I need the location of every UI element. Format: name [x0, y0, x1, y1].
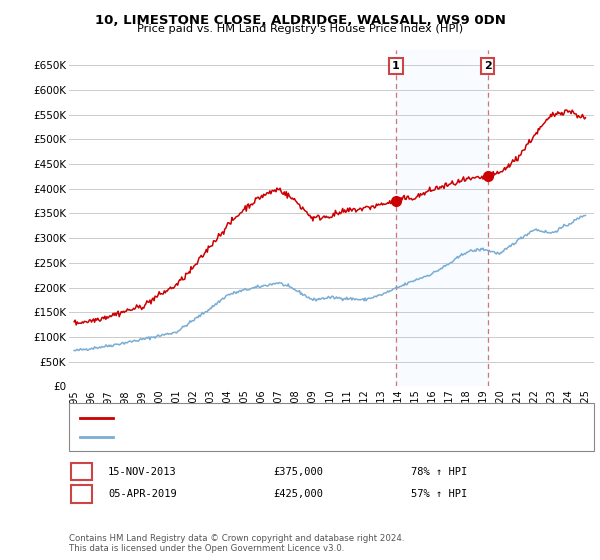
Text: 05-APR-2019: 05-APR-2019 [108, 489, 177, 499]
Text: HPI: Average price, detached house, Walsall: HPI: Average price, detached house, Wals… [120, 432, 340, 442]
Text: 10, LIMESTONE CLOSE, ALDRIDGE, WALSALL, WS9 0DN (detached house): 10, LIMESTONE CLOSE, ALDRIDGE, WALSALL, … [120, 413, 486, 423]
Text: 57% ↑ HPI: 57% ↑ HPI [411, 489, 467, 499]
Text: 15-NOV-2013: 15-NOV-2013 [108, 466, 177, 477]
Text: 2: 2 [78, 489, 85, 499]
Text: £425,000: £425,000 [273, 489, 323, 499]
Text: 1: 1 [392, 61, 400, 71]
Text: Price paid vs. HM Land Registry's House Price Index (HPI): Price paid vs. HM Land Registry's House … [137, 24, 463, 34]
Bar [396, 50, 488, 386]
Text: 2: 2 [484, 61, 491, 71]
Text: 10, LIMESTONE CLOSE, ALDRIDGE, WALSALL, WS9 0DN: 10, LIMESTONE CLOSE, ALDRIDGE, WALSALL, … [95, 14, 505, 27]
Text: £375,000: £375,000 [273, 466, 323, 477]
Text: 78% ↑ HPI: 78% ↑ HPI [411, 466, 467, 477]
Text: Contains HM Land Registry data © Crown copyright and database right 2024.
This d: Contains HM Land Registry data © Crown c… [69, 534, 404, 553]
Text: 1: 1 [78, 466, 85, 477]
